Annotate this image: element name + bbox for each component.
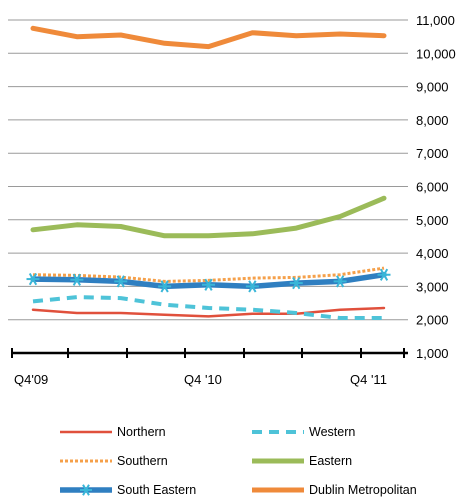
- series-lines: [26, 25, 391, 320]
- y-tick-label: 3,000: [416, 279, 449, 294]
- y-tick-label: 6,000: [416, 180, 449, 195]
- series-dublin-metropolitan: [30, 25, 387, 50]
- x-tick-label: Q4 '11: [350, 372, 387, 387]
- series-line: [32, 266, 385, 283]
- legend-item: South Eastern: [60, 483, 196, 497]
- series-line: [30, 195, 387, 239]
- x-axis: Q4'09 Q4 '10 Q4 '11: [11, 348, 408, 387]
- legend-item: Eastern: [252, 454, 352, 468]
- y-tick-label: 8,000: [416, 113, 449, 128]
- x-tick-label: Q4 '10: [184, 372, 222, 387]
- legend-label: Northern: [117, 425, 166, 439]
- legend-item: Western: [252, 425, 355, 439]
- legend-label: Eastern: [309, 454, 352, 468]
- legend-item: Southern: [60, 454, 168, 468]
- series-eastern: [30, 195, 387, 239]
- y-tick-label: 1,000: [416, 346, 449, 361]
- y-axis-tick-labels: 11,000 10,000 9,000 8,000 7,000 6,000 5,000 4,0…: [416, 13, 456, 361]
- y-tick-label: 9,000: [416, 80, 449, 95]
- series-southern: [32, 266, 385, 283]
- data-point-marker: [377, 268, 391, 281]
- series-line: [30, 25, 387, 50]
- y-tick-label: 10,000: [416, 46, 456, 61]
- legend-label: South Eastern: [117, 483, 196, 497]
- data-point-marker: [289, 276, 303, 290]
- legend-label: Dublin Metropolitan: [309, 483, 417, 497]
- data-point-marker: [245, 280, 259, 293]
- series-western: [32, 295, 384, 320]
- legend-item: Northern: [60, 425, 166, 439]
- legend-item: Dublin Metropolitan: [252, 483, 417, 497]
- data-point-marker: [26, 272, 40, 286]
- series-south-eastern: [26, 268, 391, 293]
- legend-label: Western: [309, 425, 355, 439]
- y-tick-label: 5,000: [416, 213, 449, 228]
- legend-label: Southern: [117, 454, 168, 468]
- x-tick-label: Q4'09: [14, 372, 48, 387]
- data-point-marker: [202, 278, 215, 291]
- y-tick-label: 4,000: [416, 246, 449, 261]
- y-tick-label: 7,000: [416, 146, 449, 161]
- y-tick-label: 11,000: [416, 13, 455, 28]
- series-northern: [31, 306, 386, 318]
- data-point-marker: [333, 275, 347, 288]
- series-line: [32, 295, 384, 320]
- data-point-marker: [70, 273, 84, 286]
- data-point-marker: [80, 484, 92, 496]
- y-tick-label: 2,000: [416, 313, 449, 328]
- data-point-marker: [158, 280, 172, 293]
- data-point-marker: [114, 275, 128, 288]
- legend: Northern Western Southern Eastern South East…: [60, 425, 417, 497]
- series-line: [31, 306, 386, 318]
